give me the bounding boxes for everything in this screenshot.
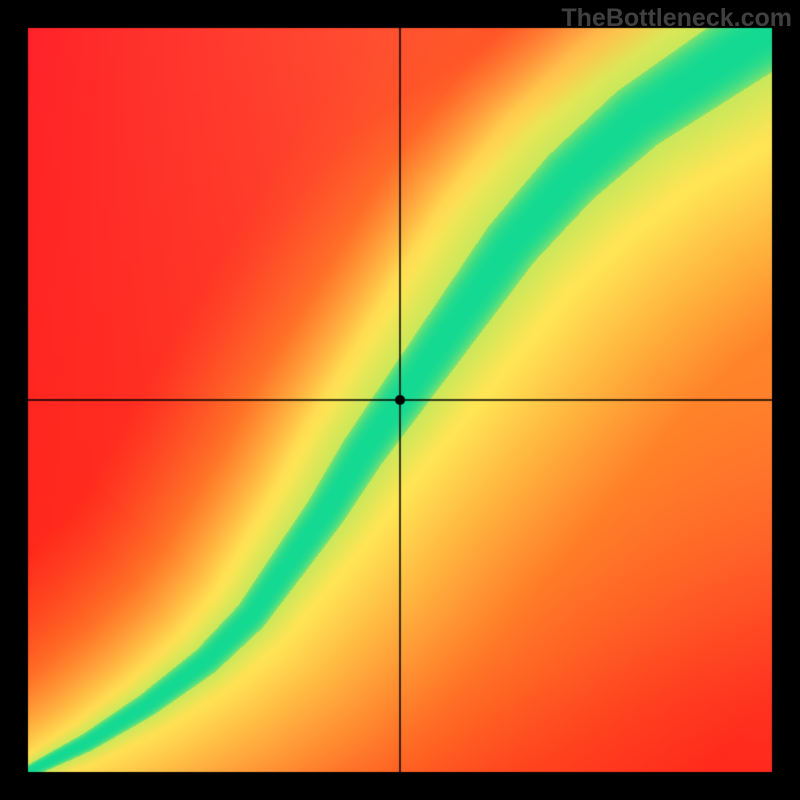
chart-container: TheBottleneck.com (0, 0, 800, 800)
bottleneck-heatmap (0, 0, 800, 800)
watermark-text: TheBottleneck.com (561, 4, 792, 33)
